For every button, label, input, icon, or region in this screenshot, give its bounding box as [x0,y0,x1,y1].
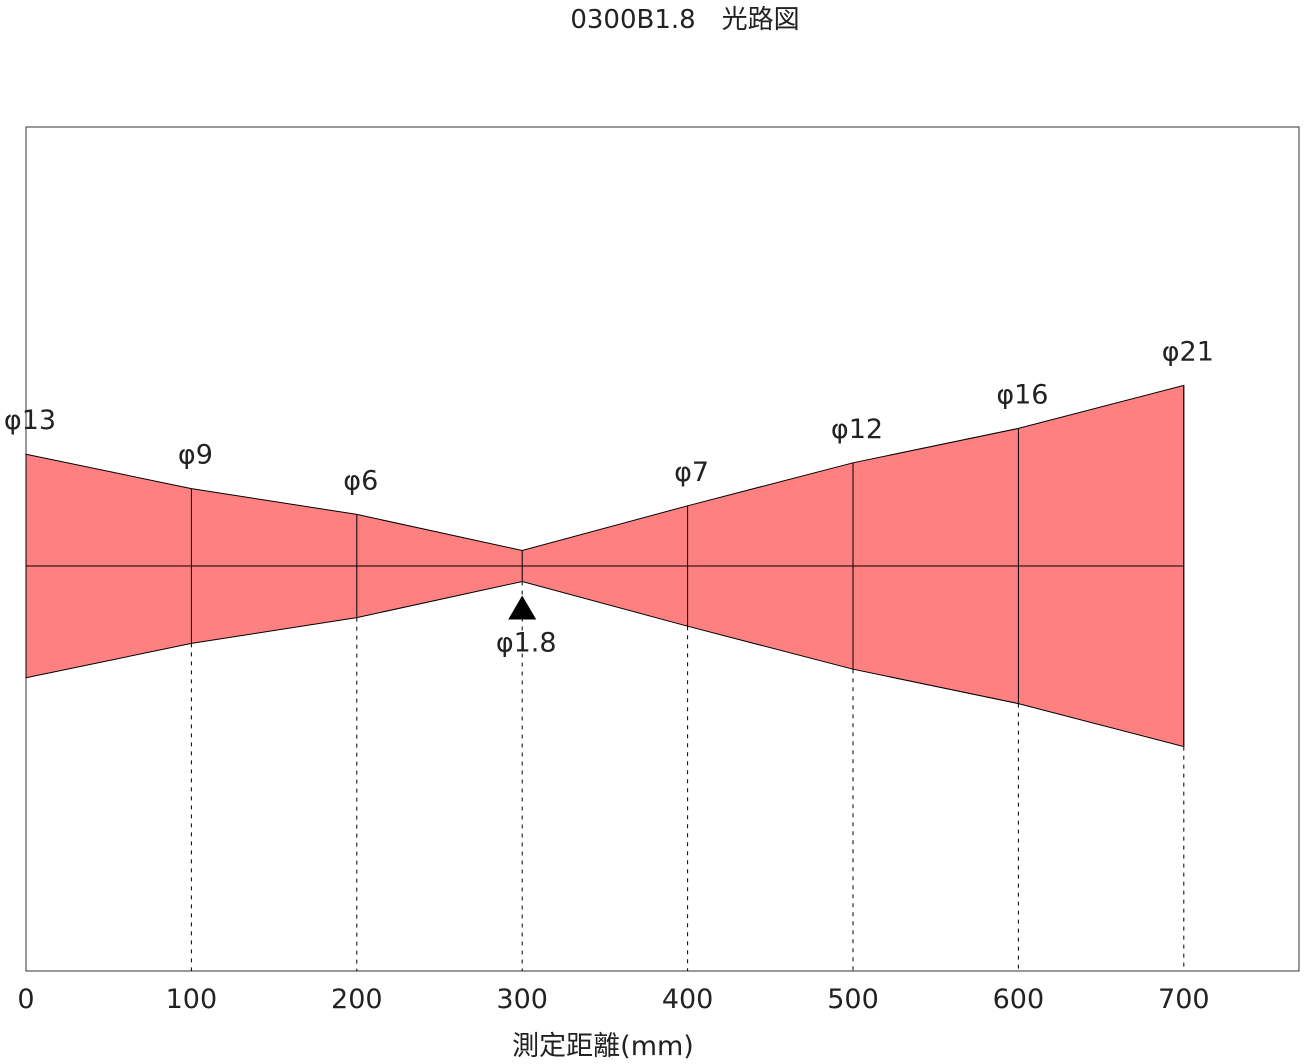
x-tick-label-100: 100 [166,984,218,1015]
diameter-label-0: φ13 [4,405,56,436]
diameter-label-400: φ7 [674,457,709,488]
diameter-label-300: φ1.8 [496,627,557,658]
diameter-labels: φ13 φ9 φ6 φ1.8 φ7 φ12 φ16 φ21 [4,336,1214,658]
x-tick-label-200: 200 [331,984,383,1015]
x-axis-ticks: 0 100 200 300 400 500 600 700 [17,984,1209,1015]
diagram-title: 0300B1.8 光路図 [570,5,799,35]
x-tick-label-300: 300 [496,984,548,1015]
x-tick-label-500: 500 [827,984,879,1015]
x-tick-label-700: 700 [1158,984,1210,1015]
diameter-label-700: φ21 [1162,336,1214,367]
diameter-label-200: φ6 [343,465,378,496]
x-tick-label-600: 600 [993,984,1045,1015]
diameter-label-100: φ9 [178,440,213,471]
x-axis-label: 測定距離(mm) [512,1031,694,1062]
diameter-label-600: φ16 [996,379,1048,410]
triangle-up-marker [508,595,537,620]
x-tick-label-400: 400 [662,984,714,1015]
diameter-label-500: φ12 [831,414,883,445]
beam-layer [25,384,1185,971]
x-tick-label-0: 0 [17,984,34,1015]
